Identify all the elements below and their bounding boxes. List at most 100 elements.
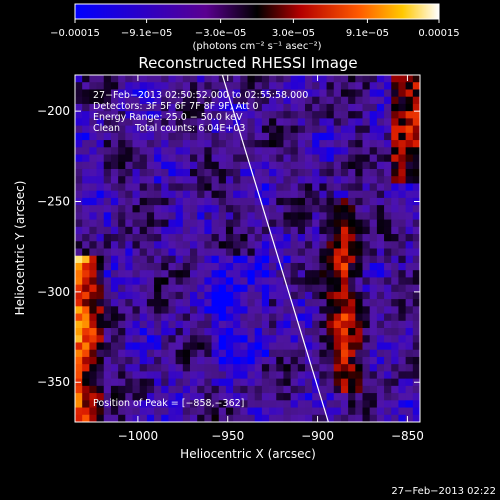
heatmap-cell: [340, 183, 349, 192]
heatmap-cell: [154, 190, 162, 199]
heatmap-cell: [118, 197, 126, 206]
heatmap-cell: [132, 75, 141, 83]
heatmap-cell: [233, 400, 241, 408]
heatmap-cell: [125, 89, 133, 98]
heatmap-cell: [254, 284, 263, 293]
heatmap-cell: [75, 111, 83, 119]
heatmap-cell: [225, 226, 234, 235]
heatmap-cell: [82, 132, 90, 141]
heatmap-cell: [233, 356, 241, 365]
heatmap-cell: [333, 270, 342, 278]
heatmap-cell: [225, 306, 234, 314]
heatmap-cell: [319, 320, 327, 329]
heatmap-cell: [333, 371, 342, 380]
heatmap-cell: [75, 212, 83, 220]
heatmap-cell: [254, 400, 263, 408]
heatmap-cell: [96, 414, 105, 422]
heatmap-cell: [261, 103, 270, 112]
heatmap-cell: [96, 255, 105, 264]
heatmap-cell: [240, 385, 248, 394]
heatmap-cell: [340, 132, 349, 141]
heatmap-cell: [269, 132, 277, 141]
heatmap-cell: [240, 226, 248, 235]
heatmap-cell: [269, 103, 277, 112]
heatmap-cell: [391, 385, 399, 394]
heatmap-cell: [89, 248, 97, 257]
heatmap-cell: [319, 161, 327, 170]
heatmap-cell: [312, 118, 320, 127]
heatmap-cell: [96, 219, 105, 228]
heatmap-cell: [261, 313, 270, 322]
heatmap-cell: [96, 291, 105, 300]
heatmap-cell: [261, 328, 270, 336]
heatmap-cell: [297, 378, 306, 387]
heatmap-cell: [376, 82, 385, 90]
heatmap-cell: [319, 147, 327, 155]
heatmap-cell: [247, 262, 256, 271]
heatmap-cell: [240, 313, 248, 322]
heatmap-cell: [369, 96, 378, 105]
heatmap-cell: [398, 125, 407, 134]
heatmap-cell: [75, 147, 83, 155]
heatmap-cell: [103, 147, 112, 155]
heatmap-cell: [154, 335, 162, 343]
heatmap-cell: [283, 255, 292, 264]
heatmap-cell: [405, 197, 414, 206]
heatmap-cell: [269, 378, 277, 387]
heatmap-cell: [261, 407, 270, 416]
heatmap-cell: [261, 190, 270, 199]
heatmap-cell: [110, 125, 119, 134]
heatmap-cell: [197, 234, 205, 242]
heatmap-cell: [233, 291, 241, 300]
chart-title: Reconstructed RHESSI Image: [138, 54, 357, 72]
heatmap-cell: [276, 161, 284, 170]
heatmap-cell: [161, 349, 169, 358]
heatmap-cell: [369, 270, 378, 278]
heatmap-cell: [369, 342, 378, 351]
heatmap-cell: [326, 335, 335, 343]
heatmap-cell: [139, 356, 148, 365]
heatmap-cell: [161, 132, 169, 141]
heatmap-cell: [398, 356, 407, 365]
heatmap-cell: [190, 378, 198, 387]
heatmap-cell: [247, 255, 256, 264]
heatmap-cell: [269, 306, 277, 314]
heatmap-cell: [75, 291, 83, 300]
heatmap-cell: [75, 349, 83, 358]
info-time-range: 27−Feb−2013 02:50:52.000 to 02:55:58.000: [93, 90, 308, 101]
heatmap-cell: [283, 335, 292, 343]
heatmap-cell: [384, 82, 392, 90]
heatmap-cell: [139, 378, 148, 387]
heatmap-cell: [154, 234, 162, 242]
heatmap-cell: [305, 356, 313, 365]
heatmap-cell: [139, 299, 148, 307]
heatmap-cell: [290, 241, 299, 249]
heatmap-cell: [233, 219, 241, 228]
heatmap-cell: [290, 234, 299, 242]
heatmap-cell: [312, 270, 320, 278]
heatmap-cell: [125, 212, 133, 220]
heatmap-cell: [132, 161, 141, 170]
heatmap-cell: [103, 255, 112, 264]
heatmap-cell: [89, 219, 97, 228]
heatmap-cell: [290, 393, 299, 401]
heatmap-cell: [82, 205, 90, 213]
heatmap-cell: [182, 248, 191, 257]
heatmap-cell: [319, 82, 327, 90]
heatmap-cell: [384, 385, 392, 394]
heatmap-cell: [146, 262, 155, 271]
heatmap-cell: [362, 255, 371, 264]
heatmap-cell: [96, 371, 105, 380]
heatmap-cell: [355, 320, 363, 329]
heatmap-cell: [218, 335, 227, 343]
heatmap-cell: [391, 320, 399, 329]
heatmap-cell: [297, 248, 306, 257]
heatmap-cell: [405, 255, 414, 264]
heatmap-cell: [333, 255, 342, 264]
heatmap-cell: [391, 147, 399, 155]
heatmap-cell: [269, 284, 277, 293]
heatmap-cell: [125, 378, 133, 387]
heatmap-cell: [340, 277, 349, 286]
heatmap-cell: [211, 320, 220, 329]
heatmap-cell: [118, 306, 126, 314]
